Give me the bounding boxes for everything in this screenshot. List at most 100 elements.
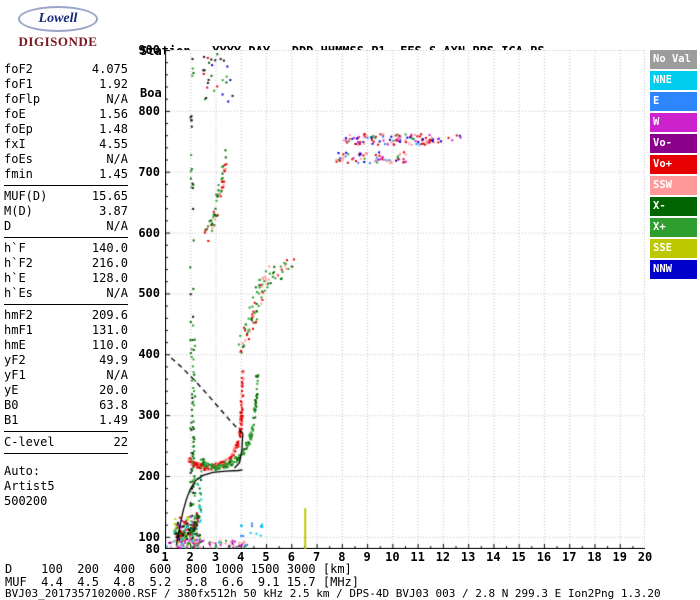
height-tick-label: 500 <box>138 286 160 301</box>
frequency-tick-label: 9 <box>363 550 371 564</box>
legend-item-x-: X- <box>650 197 697 216</box>
frequency-tick-label: 20 <box>637 550 653 564</box>
muf-scale-row: MUF 4.4 4.5 4.8 5.2 5.8 6.6 9.1 15.7 [MH… <box>5 575 360 589</box>
param-row: fmin 1.45 <box>4 167 128 182</box>
param-value: 216.0 <box>91 256 128 270</box>
height-tick-label: 100 <box>138 529 160 544</box>
height-tick-label: 300 <box>138 408 160 423</box>
param-value: 128.0 <box>91 271 128 285</box>
param-label: C-level <box>4 435 55 449</box>
param-value: 22 <box>113 435 128 449</box>
param-row: foEp 1.48 <box>4 122 128 137</box>
legend-item-w: W <box>650 113 697 132</box>
param-row: hmF1 131.0 <box>4 323 128 338</box>
frequency-tick-label: 7 <box>312 550 321 564</box>
param-value: 15.65 <box>91 189 128 203</box>
ionogram-plot-canvas <box>165 50 645 549</box>
height-tick-label: 800 <box>138 103 160 118</box>
param-row: foFlp N/A <box>4 92 128 107</box>
height-tick-label: 900 <box>138 43 160 57</box>
doppler-direction-legend: No Val NNE E W Vo- Vo+ SSW X- X+ SSE NNW <box>650 50 698 281</box>
param-value: N/A <box>106 152 128 166</box>
param-label: foEp <box>4 122 33 136</box>
legend-item-sse: SSE <box>650 239 697 258</box>
height-tick-label: 700 <box>138 164 160 179</box>
frequency-tick-label: 16 <box>536 550 552 564</box>
param-row: MUF(D) 15.65 <box>4 189 128 204</box>
file-info-footer: BVJ03_2017357102000.RSF / 380fx512h 50 k… <box>5 587 661 600</box>
param-row: yE 20.0 <box>4 383 128 398</box>
frequency-tick-label: 4 <box>237 550 245 564</box>
param-group-separator <box>4 185 128 186</box>
param-value: 3.87 <box>99 204 128 218</box>
legend-item-x+: X+ <box>650 218 697 237</box>
legend-item-vo-: Vo- <box>650 134 697 153</box>
param-value: N/A <box>106 286 128 300</box>
parameter-panel: foF2 4.075 foF1 1.92 foFlp N/A foE 1.56 foEp 1.48… <box>4 62 128 509</box>
frequency-tick-label: 8 <box>338 550 346 564</box>
frequency-tick-label: 14 <box>486 550 501 564</box>
param-row: h`E 128.0 <box>4 271 128 286</box>
param-row: D N/A <box>4 219 128 234</box>
param-value: 1.49 <box>99 413 128 427</box>
frequency-tick-label: 13 <box>460 550 476 564</box>
frequency-tick-label: 17 <box>561 550 577 564</box>
param-row: foE 1.56 <box>4 107 128 122</box>
param-label: M(D) <box>4 204 33 218</box>
param-value: 4.55 <box>99 137 128 151</box>
param-group-separator <box>4 453 128 454</box>
param-label: h`F2 <box>4 256 33 270</box>
lowell-logo-oval: Lowell <box>18 6 98 32</box>
param-row: h`F2 216.0 <box>4 256 128 271</box>
frequency-tick-label: 6 <box>287 550 295 564</box>
param-row: h`Es N/A <box>4 286 128 301</box>
param-label: hmF2 <box>4 308 33 322</box>
param-row: yF2 49.9 <box>4 353 128 368</box>
legend-item-nnw: NNW <box>650 260 697 279</box>
param-row: C-level 22 <box>4 435 128 450</box>
frequency-tick-label: 11 <box>410 550 425 564</box>
param-row: B0 63.8 <box>4 398 128 413</box>
param-label: h`Es <box>4 286 33 300</box>
auto-label: Auto: <box>4 464 41 478</box>
param-row: foF1 1.92 <box>4 77 128 92</box>
param-value: N/A <box>106 219 128 233</box>
param-row: yF1 N/A <box>4 368 128 383</box>
param-label: MUF(D) <box>4 189 48 203</box>
param-value: 140.0 <box>91 241 128 255</box>
param-label: fmin <box>4 167 33 181</box>
param-row: hmE 110.0 <box>4 338 128 353</box>
frequency-tick-label: 2 <box>186 550 194 564</box>
frequency-tick-label: 10 <box>385 550 400 564</box>
param-label: yE <box>4 383 19 397</box>
param-value: 209.6 <box>91 308 128 322</box>
param-value: 63.8 <box>99 398 128 412</box>
legend-item-ssw: SSW <box>650 176 697 195</box>
frequency-tick-label: 1 <box>161 550 169 564</box>
param-label: foF1 <box>4 77 33 91</box>
param-value: 1.56 <box>99 107 128 121</box>
param-row: M(D) 3.87 <box>4 204 128 219</box>
distance-scale-row: D 100 200 400 600 800 1000 1500 3000 [km… <box>5 562 352 576</box>
logo-digisonde-text: DIGISONDE <box>18 34 98 49</box>
param-row: foEs N/A <box>4 152 128 167</box>
autoscaling-info: Auto: Artist5 500200 <box>4 464 128 509</box>
param-value: 20.0 <box>99 383 128 397</box>
param-group-separator <box>4 304 128 305</box>
auto-line: 500200 <box>4 494 48 508</box>
param-label: yF1 <box>4 368 26 382</box>
frequency-tick-label: 18 <box>587 550 602 564</box>
param-value: 4.075 <box>91 62 128 76</box>
height-tick-label: 200 <box>138 468 160 483</box>
param-label: h`E <box>4 271 26 285</box>
param-label: foEs <box>4 152 33 166</box>
param-value: N/A <box>106 92 128 106</box>
frequency-tick-label: 5 <box>262 550 270 564</box>
frequency-tick-label: 3 <box>211 550 220 564</box>
param-label: fxI <box>4 137 26 151</box>
frequency-tick-label: 15 <box>511 550 526 564</box>
param-value: 1.45 <box>99 167 128 181</box>
param-group-separator <box>4 237 128 238</box>
param-label: D <box>4 219 12 233</box>
